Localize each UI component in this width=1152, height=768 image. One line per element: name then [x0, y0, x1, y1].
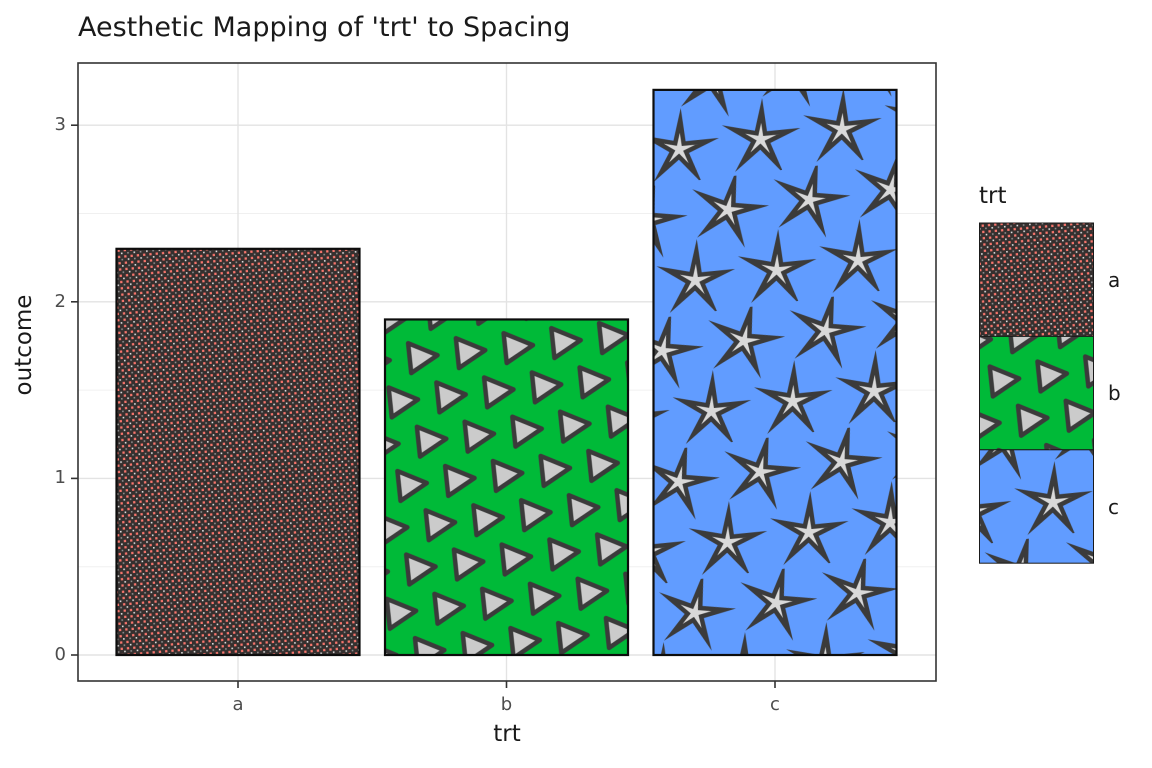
legend-title: trt — [979, 183, 1007, 209]
y-tick-label: 3 — [54, 114, 66, 136]
x-tick-label: c — [770, 694, 780, 715]
bar-b — [383, 318, 630, 657]
legend-key-a — [979, 222, 1094, 337]
bars-group — [115, 88, 898, 657]
legend-label-a: a — [1108, 267, 1121, 292]
y-tick-label: 1 — [54, 467, 66, 489]
x-tick-label: a — [232, 694, 244, 715]
legend-keys-group — [979, 222, 1094, 564]
x-tick-label: b — [500, 694, 513, 715]
x-axis-title: trt — [493, 721, 521, 747]
legend-key-b — [979, 335, 1094, 451]
legend-label-c: c — [1108, 494, 1119, 519]
plot-title: Aesthetic Mapping of 'trt' to Spacing — [78, 12, 571, 43]
legend-key-c — [979, 449, 1094, 564]
bar-a — [115, 247, 361, 657]
bar-c — [652, 88, 898, 657]
y-tick-label: 2 — [54, 290, 66, 312]
axis-ticks — [71, 124, 776, 688]
legend-label-b: b — [1108, 381, 1121, 406]
y-tick-label: 0 — [54, 644, 66, 665]
